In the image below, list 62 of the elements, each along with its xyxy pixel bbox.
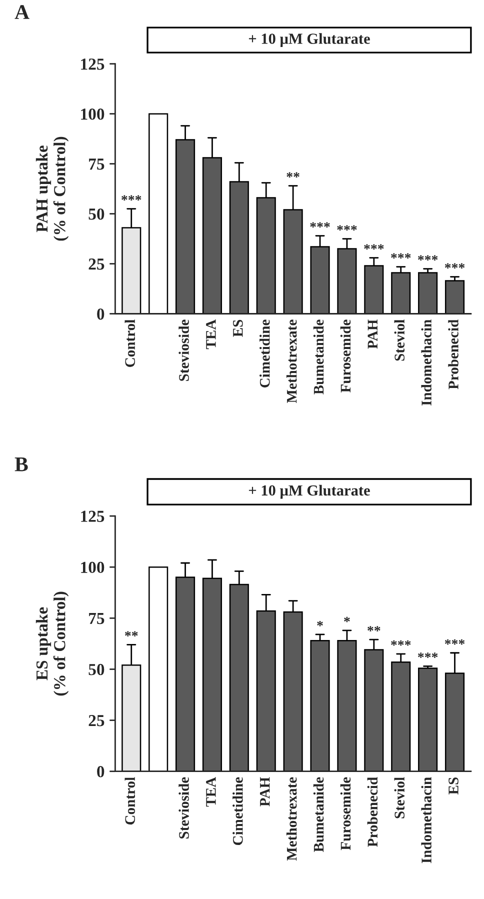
chart-title: A — [14, 5, 30, 19]
x-tick-label: Steviol — [394, 777, 405, 818]
annotation: *** — [418, 255, 438, 260]
x-tick-label: PAH — [260, 777, 270, 806]
x-tick-label: Bumetanide — [313, 777, 324, 852]
y-tick-label: 25 — [88, 715, 104, 726]
annotation: *** — [418, 652, 438, 658]
x-tick-label: Cimetidine — [260, 320, 270, 388]
y-tick-label: 25 — [88, 258, 104, 270]
x-tick-label: Stevioside — [178, 320, 189, 381]
annotation: *** — [391, 253, 411, 258]
annotation: *** — [364, 244, 384, 250]
y-tick-label: 125 — [81, 58, 104, 70]
x-tick-label: TEA — [206, 319, 216, 350]
x-tick-label: Methotrexate — [286, 777, 297, 861]
x-tick-label: Indomethacin — [421, 320, 432, 406]
y-tick-label: 75 — [89, 158, 104, 170]
annotation: * — [317, 620, 323, 626]
annotation: *** — [310, 222, 330, 228]
x-tick-label: Probenecid — [367, 777, 378, 847]
y-tick-label: 125 — [81, 510, 104, 522]
chart-title: B — [14, 457, 28, 472]
annotation: * — [344, 616, 350, 622]
x-tick-label: Control — [124, 320, 136, 367]
y-tick-label: 100 — [81, 108, 104, 120]
x-tick-label: TEA — [206, 777, 216, 807]
annotation: *** — [444, 639, 465, 645]
annotation: *** — [122, 195, 142, 201]
x-tick-label: ES — [448, 778, 458, 794]
y-tick-label: 75 — [89, 613, 104, 624]
annotation: ** — [124, 631, 138, 636]
text: + 10 μM Glutarate — [248, 484, 370, 499]
y-tick-label: 100 — [81, 562, 104, 574]
bar — [444, 280, 465, 314]
annotation: ** — [286, 172, 300, 178]
x-tick-label: Furosemide — [340, 320, 351, 393]
x-tick-label: Stevioside — [178, 777, 189, 839]
x-tick-label: Methotrexate — [286, 320, 297, 404]
annotation: *** — [391, 640, 411, 646]
y-tick-label: 50 — [88, 664, 104, 676]
x-tick-label: Steviol — [394, 320, 405, 361]
x-tick-label: PAH — [368, 320, 378, 349]
x-tick-label: Indomethacin — [421, 777, 432, 864]
bar — [418, 272, 438, 314]
bar — [418, 668, 438, 772]
y-axis-title: ES uptake (% of Control) — [36, 592, 69, 696]
annotation: *** — [444, 263, 465, 268]
bar — [148, 113, 168, 314]
x-tick-label: ES — [233, 320, 243, 337]
x-tick-label: Cimetidine — [232, 777, 243, 846]
y-axis-title: PAH uptake (% of Control) — [36, 136, 69, 241]
x-tick-label: Probenecid — [448, 319, 458, 390]
x-tick-label: Bumetanide — [313, 320, 324, 394]
text: + 10 μM Glutarate — [248, 33, 370, 48]
y-tick-label: 50 — [88, 208, 104, 220]
bar — [148, 566, 168, 772]
y-tick-label: 0 — [97, 766, 104, 778]
annotation: *** — [337, 225, 357, 230]
y-tick-label: 0 — [97, 308, 104, 320]
x-tick-label: Control — [124, 777, 136, 825]
annotation: ** — [368, 626, 380, 632]
x-tick-label: Furosemide — [340, 777, 351, 850]
